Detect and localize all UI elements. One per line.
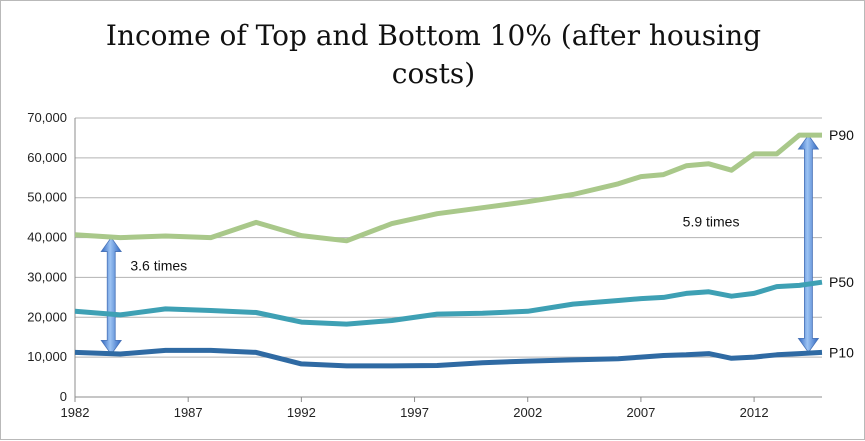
- y-tick-label: 0: [60, 389, 67, 404]
- y-tick-label: 20,000: [27, 309, 67, 324]
- y-tick-label: 40,000: [27, 230, 67, 245]
- annotation-label: 3.6 times: [130, 257, 187, 273]
- x-tick-label: 2007: [626, 405, 655, 420]
- series-label-p90: P90: [829, 127, 854, 143]
- series-label-p10: P10: [829, 344, 854, 360]
- arrows: [101, 135, 818, 354]
- series-lines: [75, 135, 822, 366]
- series-line-p50: [75, 282, 822, 324]
- y-tick-label: 70,000: [27, 110, 67, 125]
- y-tick-label: 60,000: [27, 150, 67, 165]
- double-arrow: [798, 135, 818, 352]
- x-tick-label: 2012: [740, 405, 769, 420]
- series-line-p10: [75, 350, 822, 366]
- x-tick-label: 1997: [400, 405, 429, 420]
- labels: 0 10,000 20,000 30,000 40,000 50,000 60,000 70,…: [27, 110, 854, 420]
- x-tick-label: 1992: [287, 405, 316, 420]
- x-tick-label: 2002: [513, 405, 542, 420]
- annotation-label: 5.9 times: [683, 214, 740, 230]
- series-label-p50: P50: [829, 274, 854, 290]
- x-tick-label: 1982: [61, 405, 90, 420]
- x-tick-label: 1987: [174, 405, 203, 420]
- y-tick-label: 50,000: [27, 190, 67, 205]
- double-arrow: [101, 238, 121, 355]
- y-tick-label: 10,000: [27, 349, 67, 364]
- y-tick-label: 30,000: [27, 269, 67, 284]
